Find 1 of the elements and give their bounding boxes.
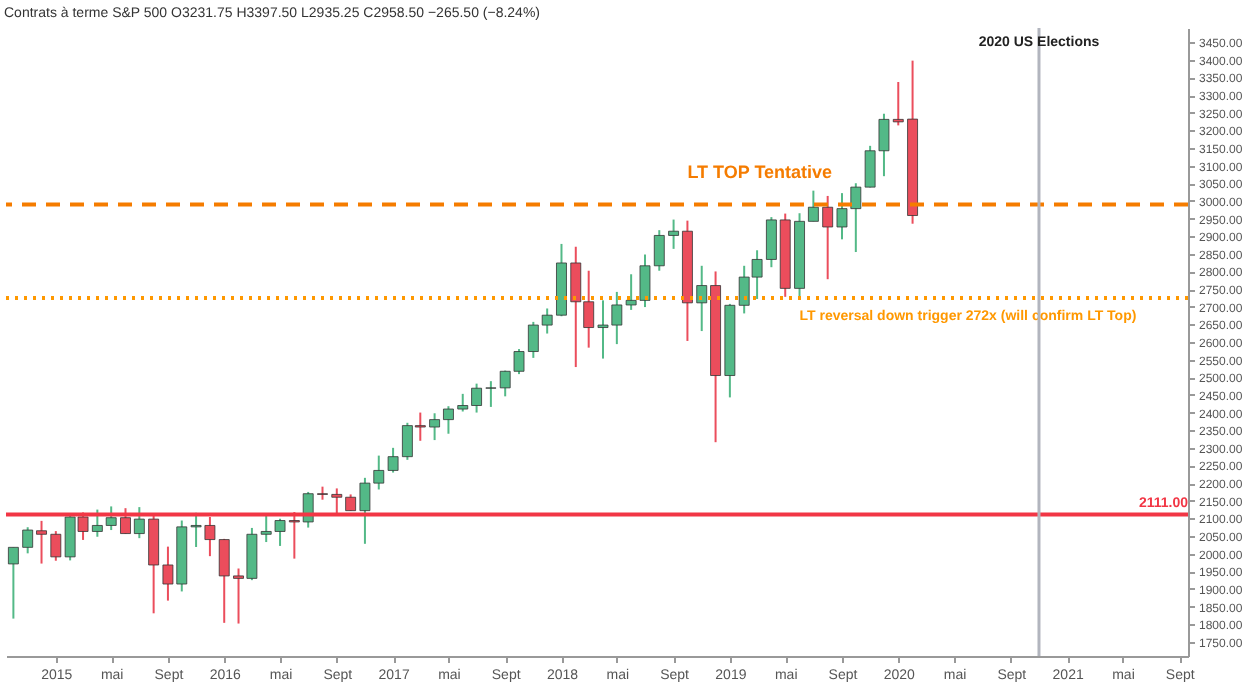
ref-line-label: LT TOP Tentative: [687, 162, 833, 183]
